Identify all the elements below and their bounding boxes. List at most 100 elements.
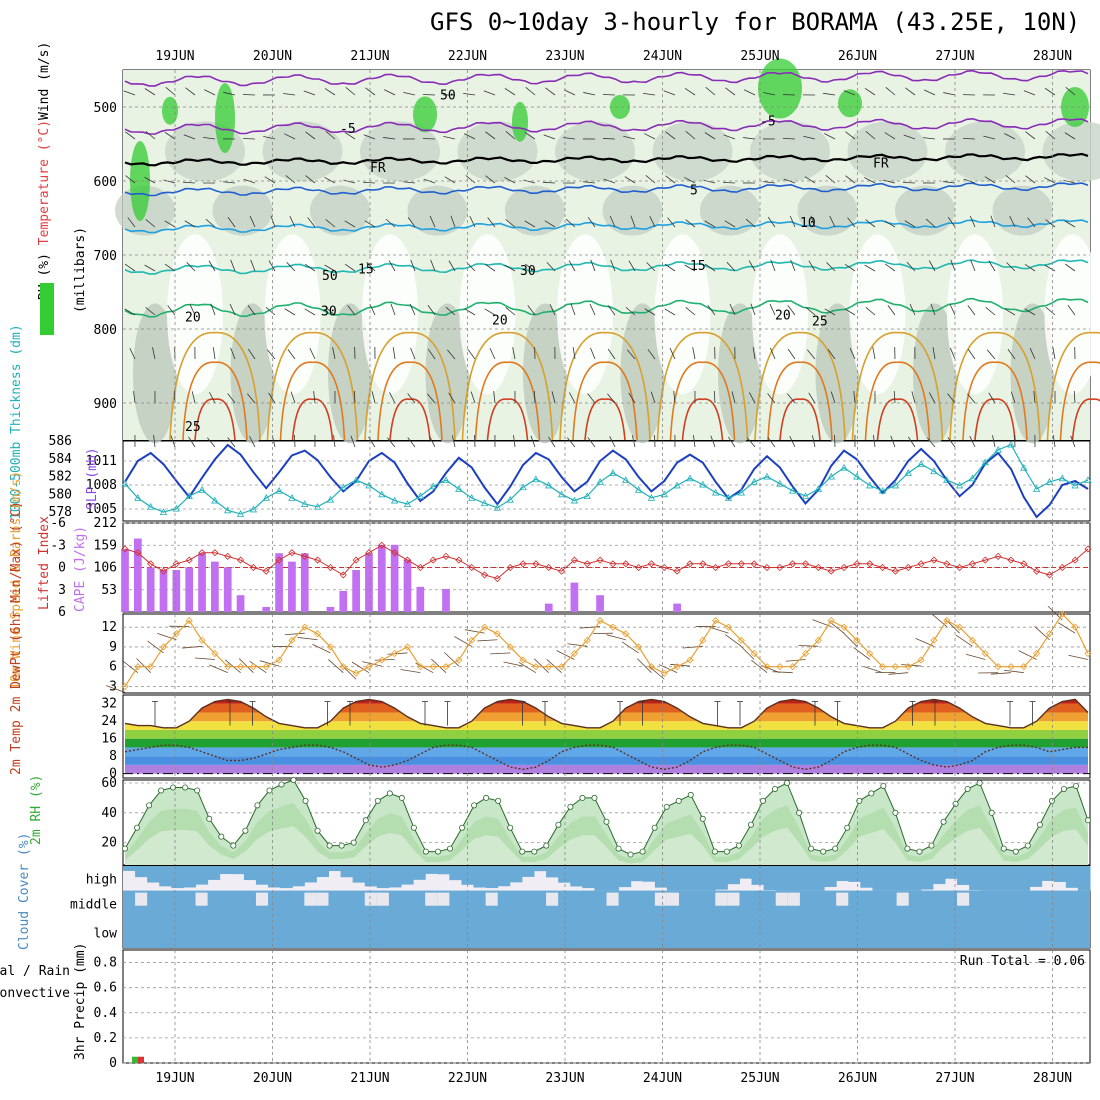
cloud-high-cell <box>582 866 595 889</box>
li-marker <box>981 556 989 564</box>
wind-barb <box>407 437 416 448</box>
pressure-tick: 500 <box>94 101 117 116</box>
surface-wind-barb <box>106 685 126 693</box>
slp-axis-label: SLP (mb) <box>85 447 100 510</box>
wind-barb <box>724 220 736 228</box>
wind-barb <box>1064 220 1076 228</box>
rh-marker <box>1012 848 1019 855</box>
cloud-high-cell <box>401 866 414 885</box>
thickness-marker <box>249 505 258 513</box>
wind-barb <box>750 303 756 316</box>
cloud-mid-gap <box>364 892 377 906</box>
thickness-marker <box>211 496 219 504</box>
li-tick: -3 <box>50 538 66 553</box>
li-marker <box>532 560 540 568</box>
wind-barb <box>164 132 176 140</box>
wind-speed-marker <box>262 663 270 671</box>
wind-barb <box>145 219 156 228</box>
wind-barb <box>1065 86 1076 96</box>
thickness-tick: 580 <box>49 487 72 502</box>
wind-barb <box>268 260 276 272</box>
rh-marker <box>964 785 971 792</box>
li-marker <box>391 549 399 557</box>
cloud-label-group: Cloud Cover (%) <box>17 833 32 950</box>
thickness-marker <box>686 474 694 482</box>
wind-barb <box>385 218 396 228</box>
rh-blob <box>1042 121 1100 182</box>
wind-barb <box>725 87 736 96</box>
precip-label-group: 3hr Precip (mm) <box>73 943 88 1060</box>
rh-marker <box>759 797 766 804</box>
wind-barb <box>422 94 436 96</box>
wind-barb <box>410 347 416 360</box>
pressure-axis-label: (millibars) <box>73 227 88 313</box>
wind-barb <box>844 263 856 272</box>
wind-barb <box>587 437 596 448</box>
rh-marker <box>1036 821 1043 828</box>
wind-barb <box>911 391 916 404</box>
cape-bar <box>339 591 348 612</box>
cape-bar <box>673 603 681 612</box>
rh-marker <box>904 845 911 852</box>
wind-speed-marker <box>712 617 720 625</box>
li-marker <box>1071 556 1079 564</box>
cloud-high-cell <box>799 866 813 891</box>
thickness-marker <box>147 502 155 510</box>
surface-wind-barb <box>328 659 344 673</box>
cloud-high-cell <box>763 866 777 891</box>
rh-marker <box>230 842 237 849</box>
wind-barb <box>489 347 496 360</box>
li-marker <box>1084 545 1092 553</box>
rh-dry-zone <box>459 234 516 395</box>
wind-barb <box>388 260 396 272</box>
surface-wind-barb <box>567 643 588 647</box>
rh-moist-patch <box>838 89 862 118</box>
pressure-tick: 900 <box>94 397 117 412</box>
li-marker <box>596 556 604 564</box>
wind-barb <box>884 263 896 272</box>
surface-wind-barb <box>772 671 793 674</box>
wind-barb <box>427 305 436 316</box>
wind-barb <box>804 176 816 184</box>
wind-barb <box>545 87 556 96</box>
wind-barb <box>625 306 636 316</box>
thickness-marker <box>1007 440 1015 448</box>
wind-barb <box>630 215 636 228</box>
wind-barb <box>692 347 696 360</box>
wind-barb <box>770 347 776 360</box>
rh-blob <box>652 121 733 182</box>
temp-tick: 16 <box>101 732 117 747</box>
wind-barb <box>984 176 996 184</box>
li-marker <box>429 556 437 564</box>
wind-barb <box>294 434 296 448</box>
wind-barb <box>353 390 356 404</box>
wind-barb <box>542 181 556 184</box>
wind-speed-marker <box>840 623 848 631</box>
rh-marker <box>507 824 514 831</box>
cape-bar <box>596 595 604 612</box>
date-label-top: 24JUN <box>643 49 682 64</box>
li-marker <box>159 567 168 575</box>
thickness-marker <box>699 480 707 488</box>
wind-barb <box>905 87 916 96</box>
wind-barb <box>183 134 196 140</box>
rh-marker <box>892 809 899 816</box>
temp-contour-label: 25 <box>185 420 201 435</box>
date-label-top: 27JUN <box>935 49 974 64</box>
wind-speed-line <box>124 613 1089 687</box>
wind-barb <box>644 308 656 316</box>
wind-barb <box>344 132 356 140</box>
rh-moist-patch <box>130 141 150 221</box>
wind-speed-marker <box>275 656 283 664</box>
cape-bar <box>403 559 412 612</box>
chart-title: GFS 0~10day 3-hourly for BORAMA (43.25E,… <box>430 8 1081 36</box>
wind-barb <box>1027 217 1036 228</box>
temp-contour-label: -5 <box>760 115 776 130</box>
wind-barb <box>865 306 876 316</box>
cloud-level-label: high <box>86 872 117 887</box>
cloud-mid-gap <box>425 892 438 906</box>
wind-barb <box>313 391 316 404</box>
wind-speed-marker <box>724 623 733 631</box>
wind-barb <box>665 131 676 140</box>
wind-barb <box>665 175 676 184</box>
